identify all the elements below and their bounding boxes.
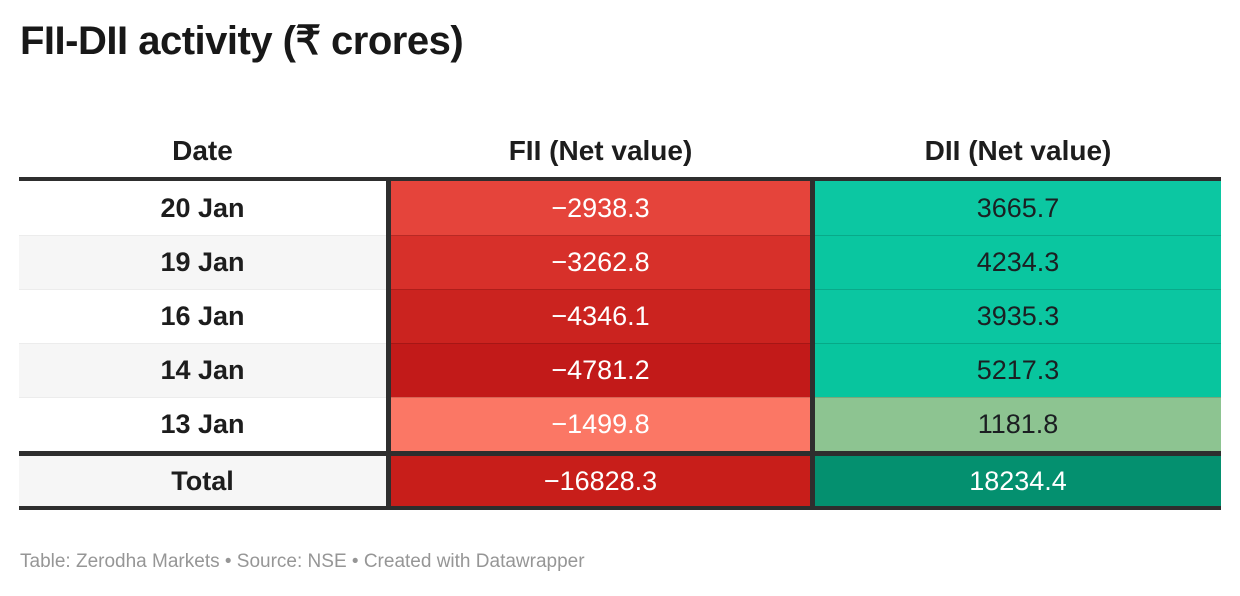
fii-total-cell: −16828.3 [391, 456, 810, 506]
column-divider [810, 289, 815, 343]
column-divider [810, 343, 815, 397]
column-divider [810, 181, 815, 235]
dii-value-cell: 3935.3 [815, 289, 1221, 343]
column-divider [810, 235, 815, 289]
column-header-fii: FII (Net value) [391, 125, 810, 177]
column-header-dii: DII (Net value) [815, 125, 1221, 177]
total-row: Total −16828.3 18234.4 [19, 456, 1221, 506]
date-cell: 20 Jan [19, 181, 386, 235]
header-bottom-border [19, 177, 1221, 181]
column-divider [386, 181, 391, 235]
date-cell: 14 Jan [19, 343, 386, 397]
dii-value-cell: 5217.3 [815, 343, 1221, 397]
dii-value-cell: 3665.7 [815, 181, 1221, 235]
date-cell: 16 Jan [19, 289, 386, 343]
total-label-cell: Total [19, 456, 386, 506]
table-header-row: Date FII (Net value) DII (Net value) [19, 125, 1221, 177]
table-row: 20 Jan −2938.3 3665.7 [19, 181, 1221, 235]
dii-value-cell: 1181.8 [815, 397, 1221, 451]
column-divider [810, 397, 815, 451]
date-cell: 13 Jan [19, 397, 386, 451]
column-divider [386, 289, 391, 343]
table-row: 14 Jan −4781.2 5217.3 [19, 343, 1221, 397]
column-divider [810, 456, 815, 506]
table-row: 16 Jan −4346.1 3935.3 [19, 289, 1221, 343]
table-bottom-border [19, 506, 1221, 510]
page-title: FII-DII activity (₹ crores) [20, 19, 464, 63]
column-divider [386, 397, 391, 451]
column-divider [386, 343, 391, 397]
column-header-date: Date [19, 125, 386, 177]
date-cell: 19 Jan [19, 235, 386, 289]
fii-value-cell: −1499.8 [391, 397, 810, 451]
dii-total-cell: 18234.4 [815, 456, 1221, 506]
dii-value-cell: 4234.3 [815, 235, 1221, 289]
table-row: 13 Jan −1499.8 1181.8 [19, 397, 1221, 451]
fii-value-cell: −3262.8 [391, 235, 810, 289]
fii-value-cell: −4781.2 [391, 343, 810, 397]
total-top-border [19, 451, 1221, 456]
column-divider [386, 456, 391, 506]
column-divider [386, 235, 391, 289]
fii-value-cell: −4346.1 [391, 289, 810, 343]
fii-value-cell: −2938.3 [391, 181, 810, 235]
attribution-footer: Table: Zerodha Markets • Source: NSE • C… [20, 551, 585, 572]
table-row: 19 Jan −3262.8 4234.3 [19, 235, 1221, 289]
fii-dii-table: Date FII (Net value) DII (Net value) 20 … [19, 125, 1221, 510]
